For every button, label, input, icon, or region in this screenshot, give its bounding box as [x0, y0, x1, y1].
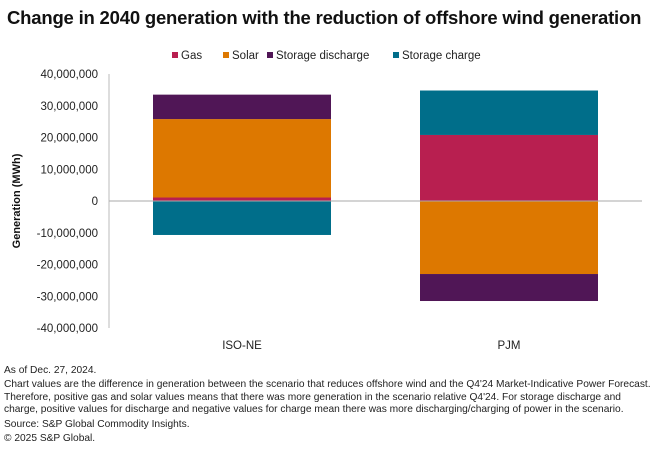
legend-swatch — [223, 52, 229, 58]
chart-notes: As of Dec. 27, 2024. Chart values are th… — [4, 365, 656, 445]
legend-swatch — [267, 52, 273, 58]
bar-group-pjm — [420, 90, 598, 302]
legend-label: Gas — [181, 50, 202, 62]
copyright-note: © 2025 S&P Global. — [4, 433, 96, 445]
legend-item: Storage discharge — [267, 50, 369, 62]
y-tick-label: -10,000,000 — [37, 228, 98, 240]
y-tick-label: 10,000,000 — [40, 164, 98, 176]
x-tick-label: PJM — [498, 340, 521, 352]
y-axis: 40,000,000 30,000,000 20,000,000 10,000,000… — [37, 69, 110, 335]
bar-segment-storage-charge — [420, 90, 598, 135]
legend-swatch — [393, 52, 399, 58]
y-tick-label: 30,000,000 — [40, 101, 98, 113]
y-axis-label: Generation (MWh) — [11, 153, 23, 248]
as-of-note: As of Dec. 27, 2024. — [4, 365, 97, 376]
y-tick-label: 20,000,000 — [40, 133, 98, 145]
x-axis: ISO-NE PJM — [109, 200, 642, 352]
source-note: Source: S&P Global Commodity Insights. — [4, 418, 190, 430]
y-tick-label: -30,000,000 — [37, 291, 98, 303]
bar-segment-gas — [420, 134, 598, 201]
legend-item: Gas — [172, 50, 202, 62]
legend-label: Storage charge — [402, 50, 481, 62]
bar-segment-storage-discharge — [153, 94, 331, 120]
legend-item: Solar — [223, 50, 259, 62]
y-tick-label: 0 — [92, 196, 98, 208]
legend-item: Storage charge — [393, 50, 481, 62]
x-tick-label: ISO-NE — [222, 340, 262, 352]
bar-segment-gas — [153, 197, 331, 201]
legend-swatch — [172, 52, 178, 58]
y-tick-label: -20,000,000 — [37, 260, 98, 272]
legend: Gas Solar Storage discharge Storage charge — [172, 50, 481, 62]
legend-label: Storage discharge — [276, 50, 369, 62]
bar-segment-storage-discharge — [420, 274, 598, 302]
y-tick-label: 40,000,000 — [40, 69, 98, 81]
stacked-bar-chart: Gas Solar Storage discharge Storage charge … — [11, 50, 642, 352]
chart-title: Change in 2040 generation with the reduc… — [7, 7, 642, 28]
bars — [153, 90, 598, 302]
description-note: Chart values are the difference in gener… — [4, 379, 651, 416]
legend-label: Solar — [232, 50, 259, 62]
bar-segment-storage-charge — [153, 201, 331, 235]
bar-segment-solar — [153, 119, 331, 198]
y-tick-label: -40,000,000 — [37, 323, 98, 335]
bar-segment-solar — [420, 201, 598, 275]
bar-group-iso-ne — [153, 94, 331, 235]
